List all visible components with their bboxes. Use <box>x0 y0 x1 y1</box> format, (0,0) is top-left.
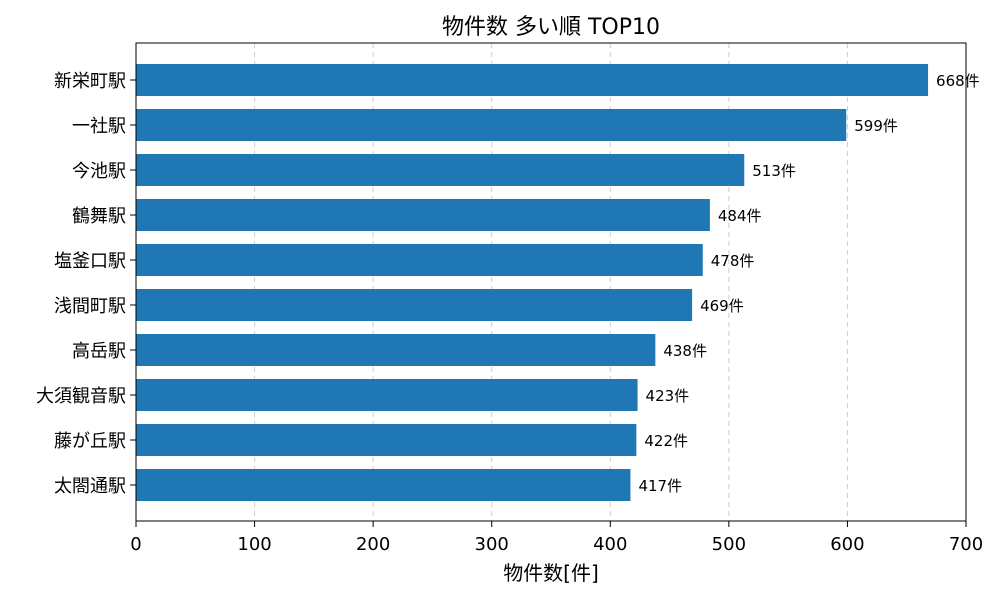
value-label: 417件 <box>638 477 682 495</box>
x-tick-label: 300 <box>475 534 509 555</box>
bar-6 <box>136 334 656 366</box>
category-label: 浅間町駅 <box>54 296 126 317</box>
bar-3 <box>136 199 710 231</box>
chart-title: 物件数 多い順 TOP10 <box>442 15 660 40</box>
x-axis-label: 物件数[件] <box>503 561 599 585</box>
bar-4 <box>136 244 703 276</box>
value-label: 668件 <box>936 72 980 90</box>
value-label: 513件 <box>752 162 796 180</box>
category-label: 太閤通駅 <box>54 476 126 497</box>
category-label: 藤が丘駅 <box>54 431 126 452</box>
plot-frame <box>135 42 967 522</box>
category-label: 高岳駅 <box>72 341 126 362</box>
x-tick-label: 100 <box>237 534 271 555</box>
x-tick-label: 600 <box>830 534 864 555</box>
bar-0 <box>136 64 929 96</box>
category-label: 塩釜口駅 <box>54 251 126 272</box>
value-labels: 668件 599件 513件 484件 478件 469件 438件 423件 422件 417件 <box>638 72 979 495</box>
x-tick-label: 700 <box>949 534 983 555</box>
bar-2 <box>136 154 745 186</box>
x-tick-label: 400 <box>593 534 627 555</box>
x-axis-ticks: 0 100 200 300 400 500 600 700 <box>130 521 983 555</box>
value-label: 438件 <box>663 342 707 360</box>
x-tick-label: 500 <box>712 534 746 555</box>
category-label: 今池駅 <box>72 161 126 182</box>
bar-1 <box>136 109 847 141</box>
value-label: 478件 <box>711 252 755 270</box>
category-label: 大須観音駅 <box>36 386 126 407</box>
value-label: 599件 <box>854 117 898 135</box>
x-tick-label: 200 <box>356 534 390 555</box>
category-label: 一社駅 <box>72 116 126 137</box>
category-label: 新栄町駅 <box>54 71 126 92</box>
x-tick-label: 0 <box>130 534 141 555</box>
bar-5 <box>136 289 693 321</box>
value-label: 469件 <box>700 297 744 315</box>
category-label: 鶴舞駅 <box>72 206 126 227</box>
value-label: 423件 <box>646 387 690 405</box>
bar-8 <box>136 424 637 456</box>
bar-7 <box>136 379 638 411</box>
bar-9 <box>136 469 631 501</box>
bars <box>136 64 929 501</box>
value-label: 422件 <box>644 432 688 450</box>
value-label: 484件 <box>718 207 762 225</box>
